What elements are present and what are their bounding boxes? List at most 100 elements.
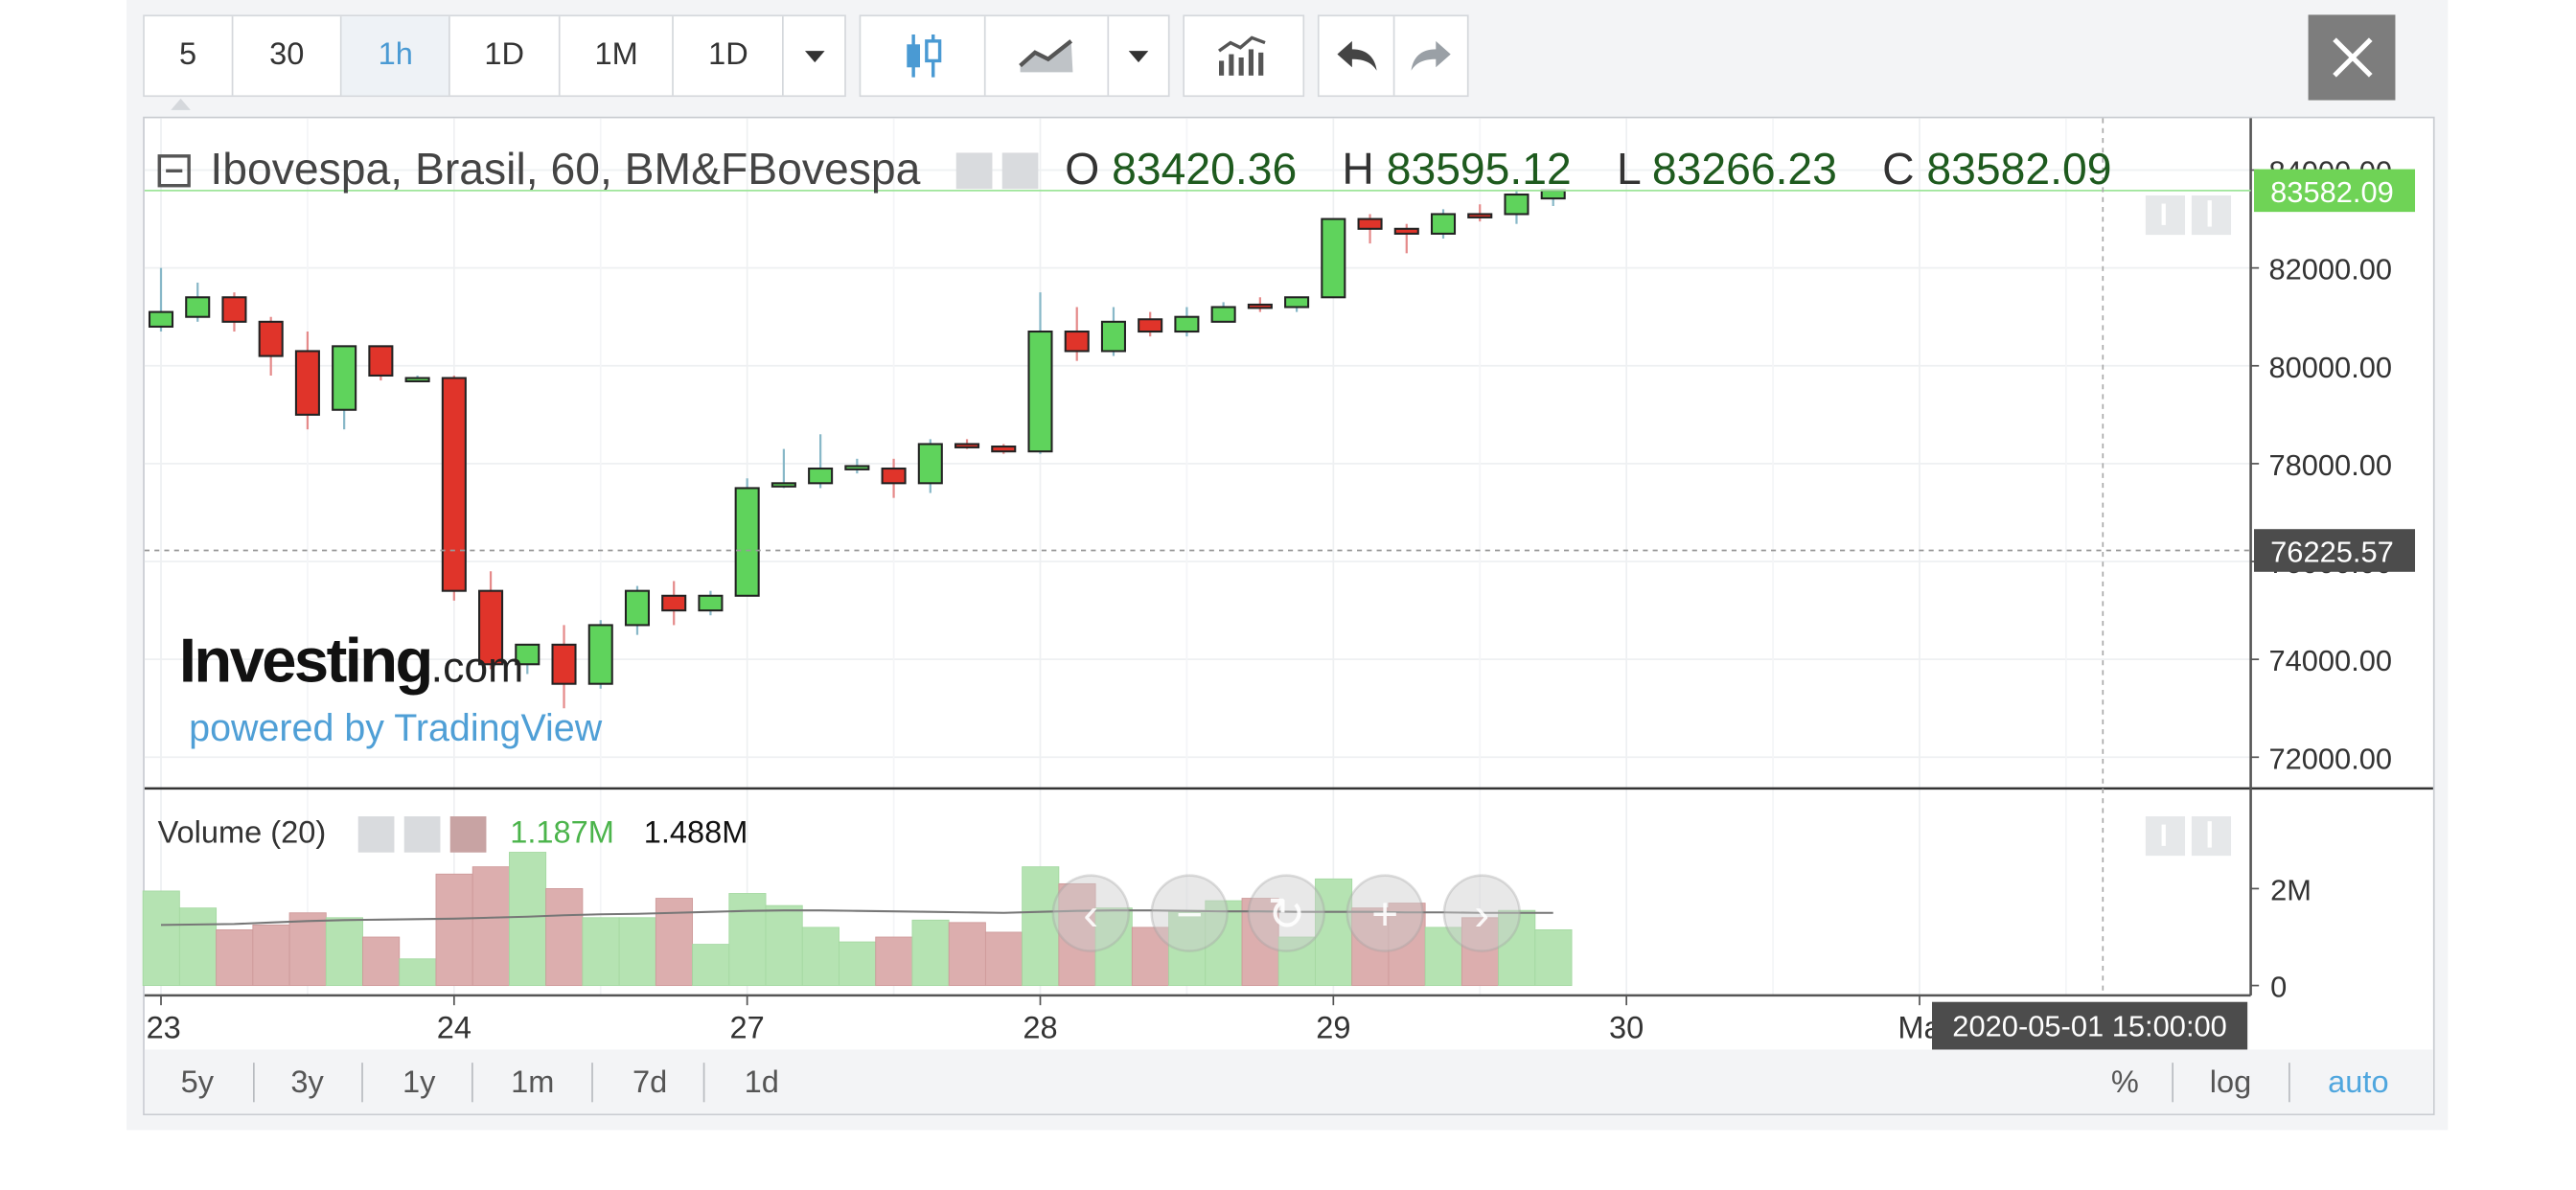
time-tick-label: 23 <box>147 1010 181 1044</box>
candle-body <box>624 589 651 627</box>
time-tick-label: 27 <box>730 1010 765 1044</box>
candle-body <box>844 465 870 470</box>
range-5y[interactable]: 5y <box>180 1065 214 1101</box>
logo-suffix: .com <box>430 642 524 692</box>
candle-body <box>1064 331 1090 353</box>
active-interval-marker <box>171 98 191 110</box>
undo-icon <box>1336 40 1376 71</box>
axis-top-pad <box>2254 120 2431 152</box>
undo-button[interactable] <box>1320 16 1395 96</box>
last-price-label: 83582.09 <box>2270 175 2394 209</box>
price-tick-label: 80000.00 <box>2268 351 2392 384</box>
chart-style-toolbar <box>859 14 1170 98</box>
candle-body <box>294 350 320 416</box>
candle-body <box>734 487 760 597</box>
eye-icon[interactable] <box>956 151 993 189</box>
nav-right-button <box>1442 874 1522 952</box>
indicators-button[interactable] <box>1184 16 1302 95</box>
chevron-down-icon <box>804 50 824 62</box>
volume-bar <box>765 904 803 987</box>
volume-bar <box>875 936 913 987</box>
log-scale-button[interactable]: log <box>2209 1065 2252 1101</box>
candle-body <box>1357 217 1383 230</box>
candle-body <box>185 296 211 318</box>
volume-bar <box>1022 866 1060 987</box>
interval-1d-alt[interactable]: 1D <box>675 16 785 96</box>
candle-body <box>515 643 540 666</box>
interval-dropdown[interactable] <box>784 16 844 95</box>
volume-close-icon[interactable] <box>450 816 488 853</box>
volume-bar <box>325 917 363 987</box>
last-price-badge <box>2254 169 2416 213</box>
redo-icon <box>1411 40 1451 71</box>
volume-ma-line <box>160 909 1553 927</box>
range-7d[interactable]: 7d <box>632 1065 668 1101</box>
volume-bar <box>948 922 986 987</box>
interval-5[interactable]: 5 <box>145 16 234 96</box>
interval-30[interactable]: 30 <box>233 16 343 96</box>
range-3y[interactable]: 3y <box>290 1065 324 1101</box>
volume-bar <box>984 931 1024 987</box>
crosshair-price-label: 76225.57 <box>2270 536 2394 569</box>
gear-icon[interactable] <box>1002 151 1039 189</box>
range-1m[interactable]: 1m <box>511 1065 555 1101</box>
low-label: L <box>1616 144 1640 195</box>
candle-body <box>1247 303 1273 309</box>
divider <box>2288 1063 2290 1103</box>
volume-eye-icon[interactable] <box>358 816 396 853</box>
symbol-title: Ibovespa, Brasil, 60, BM&FBovespa <box>210 144 921 195</box>
indicators-toolbar <box>1183 14 1305 98</box>
interval-1m[interactable]: 1M <box>560 16 675 96</box>
candle-body <box>661 594 687 612</box>
close-button[interactable] <box>2308 14 2396 101</box>
time-tick-label: 24 <box>437 1010 472 1044</box>
volume-bar <box>728 893 767 987</box>
volume-bar <box>545 888 584 987</box>
chart-style-dropdown[interactable] <box>1109 16 1168 95</box>
volume-value-1: 1.187M <box>510 816 614 852</box>
candlestick-icon <box>906 34 941 78</box>
volume-bar <box>399 958 437 987</box>
interval-toolbar: 5 30 1h 1D 1M 1D <box>143 14 846 98</box>
candle-body <box>551 643 577 685</box>
open-label: O <box>1065 144 1100 195</box>
range-1y[interactable]: 1y <box>402 1065 436 1101</box>
chevron-down-icon <box>1128 50 1149 62</box>
volume-title: Volume (20) <box>157 816 327 852</box>
redo-button[interactable] <box>1394 16 1466 95</box>
percent-scale-button[interactable]: % <box>2110 1065 2139 1101</box>
range-1d[interactable]: 1d <box>744 1065 779 1101</box>
collapse-legend-icon[interactable] <box>157 153 191 187</box>
interval-1d[interactable]: 1D <box>450 16 561 96</box>
candlestick-button[interactable] <box>861 16 986 96</box>
candle-body <box>1210 306 1236 323</box>
volume-bar <box>911 919 950 987</box>
volume-bar <box>801 927 840 987</box>
volume-bar <box>216 928 254 987</box>
volume-bar <box>618 917 656 987</box>
candle-body <box>991 446 1017 453</box>
candle-body <box>698 594 724 612</box>
interval-1h[interactable]: 1h <box>342 16 450 96</box>
volume-gear-icon[interactable] <box>404 816 442 853</box>
volume-value-2: 1.488M <box>643 816 748 852</box>
line-chart-button[interactable] <box>986 16 1110 96</box>
time-tick-label: 29 <box>1316 1010 1350 1044</box>
candle-body <box>332 345 357 411</box>
reset-button-glyph: ↻ <box>1267 889 1305 940</box>
auto-scale-button[interactable]: auto <box>2328 1065 2389 1101</box>
ohlc-values: O 83420.36 H 83595.12 L 83266.23 C 83582… <box>1065 145 2145 195</box>
volume-bar <box>1168 909 1207 987</box>
volume-bar <box>1460 917 1500 987</box>
volume-bar <box>509 852 547 987</box>
crosshair-price-badge <box>2254 529 2416 572</box>
volume-bar <box>1498 909 1536 987</box>
volume-bar <box>1131 927 1169 987</box>
close-value: 83582.09 <box>1926 144 2112 195</box>
indicators-icon <box>1218 35 1266 76</box>
crosshair-time-label: 2020-05-01 15:00:00 <box>1932 1001 2248 1052</box>
volume-bar <box>1315 878 1353 987</box>
candle-body <box>917 443 943 485</box>
powered-by-link[interactable]: powered by TradingView <box>189 706 603 749</box>
volume-bar <box>1351 907 1390 987</box>
